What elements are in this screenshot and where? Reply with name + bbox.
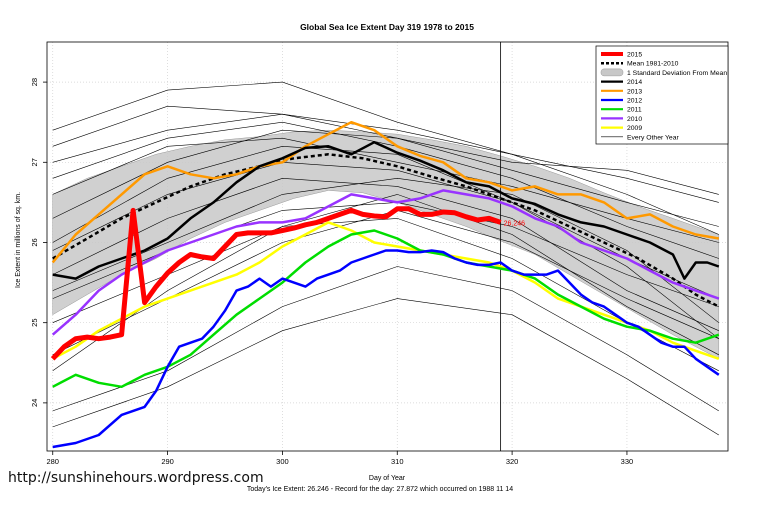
series-line-2013 [51,120,720,264]
series-line-2012 [52,249,720,449]
other-year-line [52,113,719,203]
other-year-line [52,298,719,436]
other-year-line [52,177,719,323]
legend-label: 2012 [627,98,642,105]
series-line-2010 [51,189,720,336]
other-year-line [52,145,719,339]
watermark-url[interactable]: http://sunshinehours.wordpress.com [8,470,264,486]
legend-label: 2015 [627,52,642,59]
other-year-line [52,266,719,412]
legend-label: Every Other Year [627,134,679,141]
series-line-2009 [52,221,720,360]
legend-label: 2009 [627,125,642,132]
legend-label: 2014 [627,79,642,86]
y-tick-label: 24 [30,399,39,407]
legend-label: 2013 [627,88,642,95]
x-tick-label: 300 [276,457,289,466]
legend-label: 1 Standard Deviation From Mean [627,70,727,77]
plot-area: 26.246 280 290 300 310 320 330 24 25 26 27 28 2015 Me… [30,41,729,466]
legend-label: 2011 [627,107,642,114]
x-tick-label: 320 [506,457,519,466]
y-tick-label: 28 [30,78,39,86]
end-value-label: 26.246 [504,220,526,227]
chart-title: Global Sea Ice Extent Day 319 1978 to 20… [300,22,474,32]
x-tick-label: 330 [621,457,634,466]
legend-swatch [600,68,624,77]
footnote: Today's Ice Extent: 26.246 - Record for … [246,486,514,493]
legend-label: 2010 [627,116,642,123]
series-line-2014 [52,140,720,280]
x-axis-label: Day of Year [369,475,406,482]
mean-line [52,153,720,308]
other-year-line [52,177,719,331]
x-tick-label: 290 [161,457,174,466]
plot-frame [46,41,729,452]
y-tick-label: 27 [30,158,39,166]
x-tick-label: 280 [46,457,59,466]
other-year-line [52,81,719,235]
series-line-2015 [50,206,502,361]
y-tick-label: 25 [30,319,39,327]
x-tick-label: 310 [391,457,404,466]
series-line-2011 [52,229,720,389]
legend-label: Mean 1981-2010 [627,61,679,68]
y-axis-label: Ice Extent in millions of sq. km. [15,192,22,288]
other-year-line [52,105,719,195]
y-tick-label: 26 [30,238,39,246]
